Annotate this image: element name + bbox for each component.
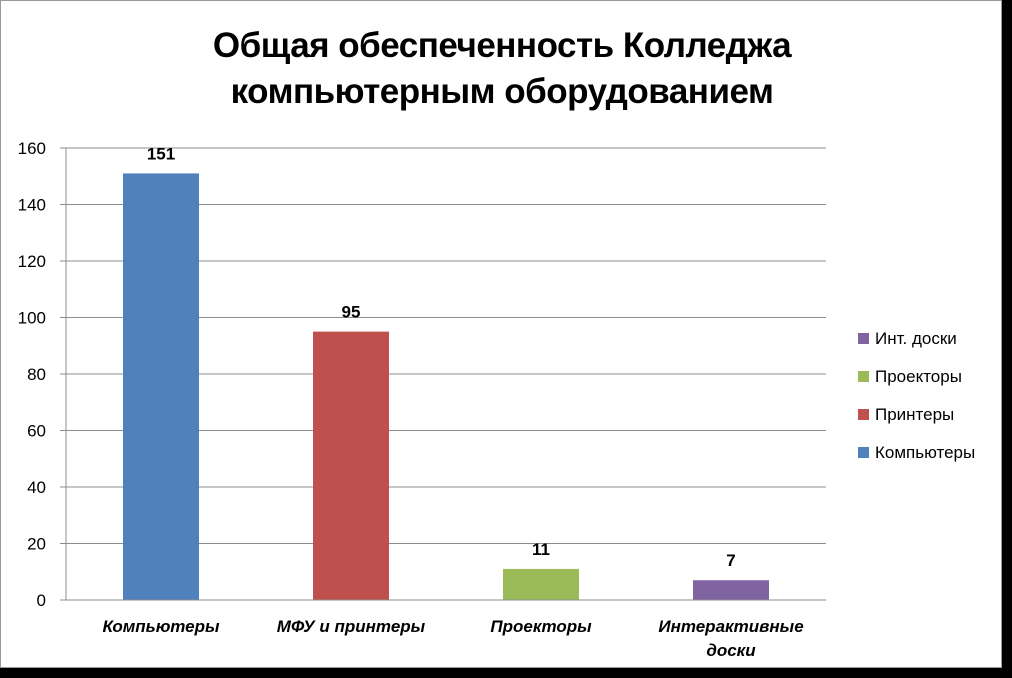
legend-label: Принтеры	[875, 404, 955, 424]
legend-swatch	[858, 333, 869, 344]
y-tick-label: 140	[18, 196, 46, 215]
chart-title-line-1: Общая обеспеченность Колледжа	[212, 26, 792, 65]
y-tick-label: 100	[18, 309, 46, 328]
x-tick-label-line: Проекторы	[490, 617, 592, 636]
legend-swatch	[858, 409, 869, 420]
y-tick-label: 0	[37, 591, 46, 610]
bar-0	[123, 173, 199, 601]
x-tick-label-2: Проекторы	[446, 615, 636, 639]
legend-label: Компьютеры	[875, 442, 976, 462]
x-tick-label-line: Интерактивные	[658, 617, 804, 636]
data-label-0: 151	[147, 144, 175, 163]
legend-item: Компьютеры	[858, 440, 975, 465]
chart-legend: Инт. доски Проекторы Принтеры Компьютеры	[858, 326, 975, 478]
y-tick-label: 60	[27, 422, 46, 441]
x-tick-label-0: Компьютеры	[66, 615, 256, 639]
legend-label: Инт. доски	[875, 328, 957, 348]
data-label-2: 11	[532, 540, 550, 559]
legend-item: Принтеры	[858, 402, 975, 427]
bar-3	[693, 580, 769, 600]
chart-title-line-2: компьютерным оборудованием	[230, 72, 774, 111]
legend-item: Инт. доски	[858, 326, 975, 351]
legend-label: Проекторы	[875, 366, 962, 386]
y-tick-label: 40	[27, 478, 46, 497]
bar-2	[503, 568, 579, 600]
legend-swatch	[858, 371, 869, 382]
bar-1	[313, 331, 389, 600]
data-label-1: 95	[342, 303, 361, 322]
y-tick-label: 20	[27, 535, 46, 554]
x-tick-label-1: МФУ и принтеры	[256, 615, 446, 639]
x-tick-label-3: Интерактивные доски	[636, 615, 826, 663]
x-tick-label-line: Компьютеры	[102, 617, 220, 636]
data-label-3: 7	[726, 551, 735, 570]
y-tick-label: 160	[18, 139, 46, 158]
x-tick-label-line: доски	[706, 641, 756, 660]
y-tick-label: 120	[18, 252, 46, 271]
legend-swatch	[858, 447, 869, 458]
x-tick-label-line: МФУ и принтеры	[276, 617, 426, 636]
chart-title: Общая обеспеченность Колледжа компьютерн…	[1, 23, 1003, 115]
y-tick-label: 80	[27, 365, 46, 384]
legend-item: Проекторы	[858, 364, 975, 389]
